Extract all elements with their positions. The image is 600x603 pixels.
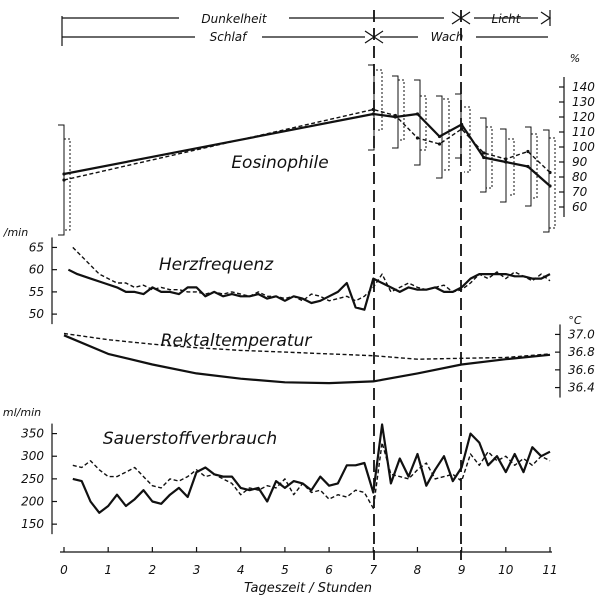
data-point-eos [437,142,442,146]
y-tick-label-eos: 80 [572,170,588,184]
series-line-eos-dashed [63,108,551,181]
x-tick-label: 9 [458,563,466,577]
x-tick-label: 6 [325,563,333,577]
panels: Eosinophile Herzfrequenz Rektaltemperatu… [3,52,582,596]
y-tick-label-eos: 120 [572,110,595,124]
unit-label-eos: % [570,52,580,65]
unit-label-hf: /min [3,226,28,239]
series-line-o2-dashed [72,441,551,509]
data-point-eos [415,136,420,140]
y-tick-label-o2: 350 [21,427,44,441]
y-tick-label-eos: 130 [572,95,595,109]
data-point-eos [526,149,530,154]
condition-bars: Dunkelheit Licht Schlaf Wach [61,10,552,46]
data-point-eos [526,164,530,169]
series-line-rt-dashed [63,332,551,360]
dark-phase-label: Dunkelheit [201,12,267,26]
x-tick-label: 2 [149,563,157,577]
sleep-phase-label: Schlaf [210,30,249,44]
y-tick-label-o2: 300 [21,449,44,463]
y-tick-label-eos: 70 [572,185,588,199]
arrow-icon [540,11,552,25]
data-point-eos [371,112,375,116]
unit-label-o2: ml/min [3,406,41,419]
data-point-eos [504,157,508,161]
series-line-rt-solid [63,334,551,385]
y-tick-label-rt: 36.6 [568,363,595,377]
y-tick-label-o2: 250 [21,472,44,486]
y-tick-label-hf: 50 [29,307,45,321]
data-point-eos [460,127,464,131]
y-tick-label-o2: 200 [21,495,44,509]
x-tick-label: 7 [369,563,377,577]
series-line-hf-dashed [72,246,551,302]
y-tick-label-eos: 60 [572,200,588,214]
data-point-eos [482,155,486,160]
y-tick-label-rt: 36.4 [568,381,595,395]
data-point-eos [437,134,442,139]
panel-title-eos: Eosinophile [231,153,328,173]
panel-title-rt: Rektaltemperatur [161,331,313,351]
series-line-hf-solid [67,268,551,311]
y-tick-label-o2: 150 [21,517,44,531]
x-tick-label: 11 [542,563,557,577]
x-tick-label: 0 [60,563,68,577]
y-tick-label-hf: 65 [29,240,44,254]
data-point-eos [504,160,508,164]
arrow-icon [364,30,376,44]
data-point-eos [371,107,375,112]
panel-title-o2: Sauerstoffverbrauch [103,429,277,449]
y-tick-label-hf: 55 [29,285,44,299]
series-line-o2-solid [72,423,551,514]
panel-title-hf: Herzfrequenz [159,255,274,275]
data-point-eos [482,151,486,155]
awake-phase-label: Wach [431,30,464,44]
x-tick-label: 1 [104,563,112,577]
arrow-icon [459,11,471,25]
x-tick-label: 4 [237,563,245,577]
x-tick-label: 3 [193,563,201,577]
x-tick-label: 8 [414,563,422,577]
data-point-eos [415,112,420,116]
x-tick-label: 10 [498,563,514,577]
y-tick-label-eos: 90 [572,155,588,169]
light-phase-label: Licht [492,12,522,26]
data-point-eos [62,172,66,176]
arrow-icon [451,11,463,25]
y-tick-label-eos: 110 [572,125,595,139]
x-tick-label: 5 [281,563,289,577]
x-axis-title: Tageszeit / Stunden [244,581,372,596]
y-tick-label-eos: 100 [572,140,595,154]
y-tick-label-rt: 37.0 [568,327,595,341]
series-line-eos-solid [63,112,551,187]
data-point-eos [548,170,552,175]
data-point-eos [460,122,464,127]
y-tick-label-rt: 36.8 [568,345,595,359]
unit-label-rt: °C [568,314,582,327]
data-point-eos [62,178,66,182]
y-tick-label-hf: 60 [29,263,45,277]
y-tick-label-eos: 140 [572,80,595,94]
data-point-eos [393,113,397,118]
data-point-eos [548,184,552,188]
